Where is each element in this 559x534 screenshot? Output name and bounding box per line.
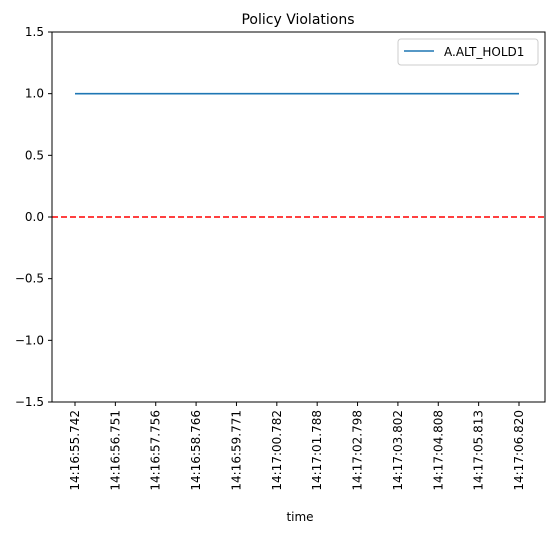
legend-box xyxy=(397,38,539,66)
y-tick-label: −0.5 xyxy=(15,272,44,286)
x-tick-label: 14:17:02.798 xyxy=(351,410,365,491)
legend-label-a-alt-hold1: A.ALT_HOLD1 xyxy=(444,45,524,59)
x-tick-label: 14:17:05.813 xyxy=(472,410,486,491)
x-tick-label: 14:16:55.742 xyxy=(68,410,82,491)
y-tick-label: 0.5 xyxy=(25,148,44,162)
x-tick-label: 14:17:01.788 xyxy=(310,410,324,491)
plot-frame xyxy=(51,31,546,403)
x-tick-label: 14:16:58.766 xyxy=(189,410,203,491)
y-tick-label: 1.5 xyxy=(25,25,44,39)
x-tick-label: 14:16:59.771 xyxy=(229,410,243,491)
x-tick-label: 14:17:06.820 xyxy=(512,410,526,491)
y-tick-label: 1.0 xyxy=(25,87,44,101)
x-axis-label: time xyxy=(286,510,313,524)
y-tick-label: −1.0 xyxy=(15,333,44,347)
x-tick-label: 14:16:56.751 xyxy=(108,410,122,491)
x-tick-label: 14:17:03.802 xyxy=(391,410,405,491)
chart-title: Policy Violations xyxy=(241,12,354,28)
x-tick-label: 14:17:00.782 xyxy=(270,410,284,491)
x-tick-label: 14:17:04.808 xyxy=(431,410,445,491)
y-tick-label: 0.0 xyxy=(25,210,44,224)
legend: A.ALT_HOLD1 xyxy=(397,38,539,66)
x-tick-label: 14:16:57.756 xyxy=(149,410,163,491)
plot-area: −1.5 −1.0 −0.5 0.0 0.5 1.0 1.5 14:16:55.742 14:1… xyxy=(15,25,545,491)
y-tick-label: −1.5 xyxy=(15,395,44,409)
